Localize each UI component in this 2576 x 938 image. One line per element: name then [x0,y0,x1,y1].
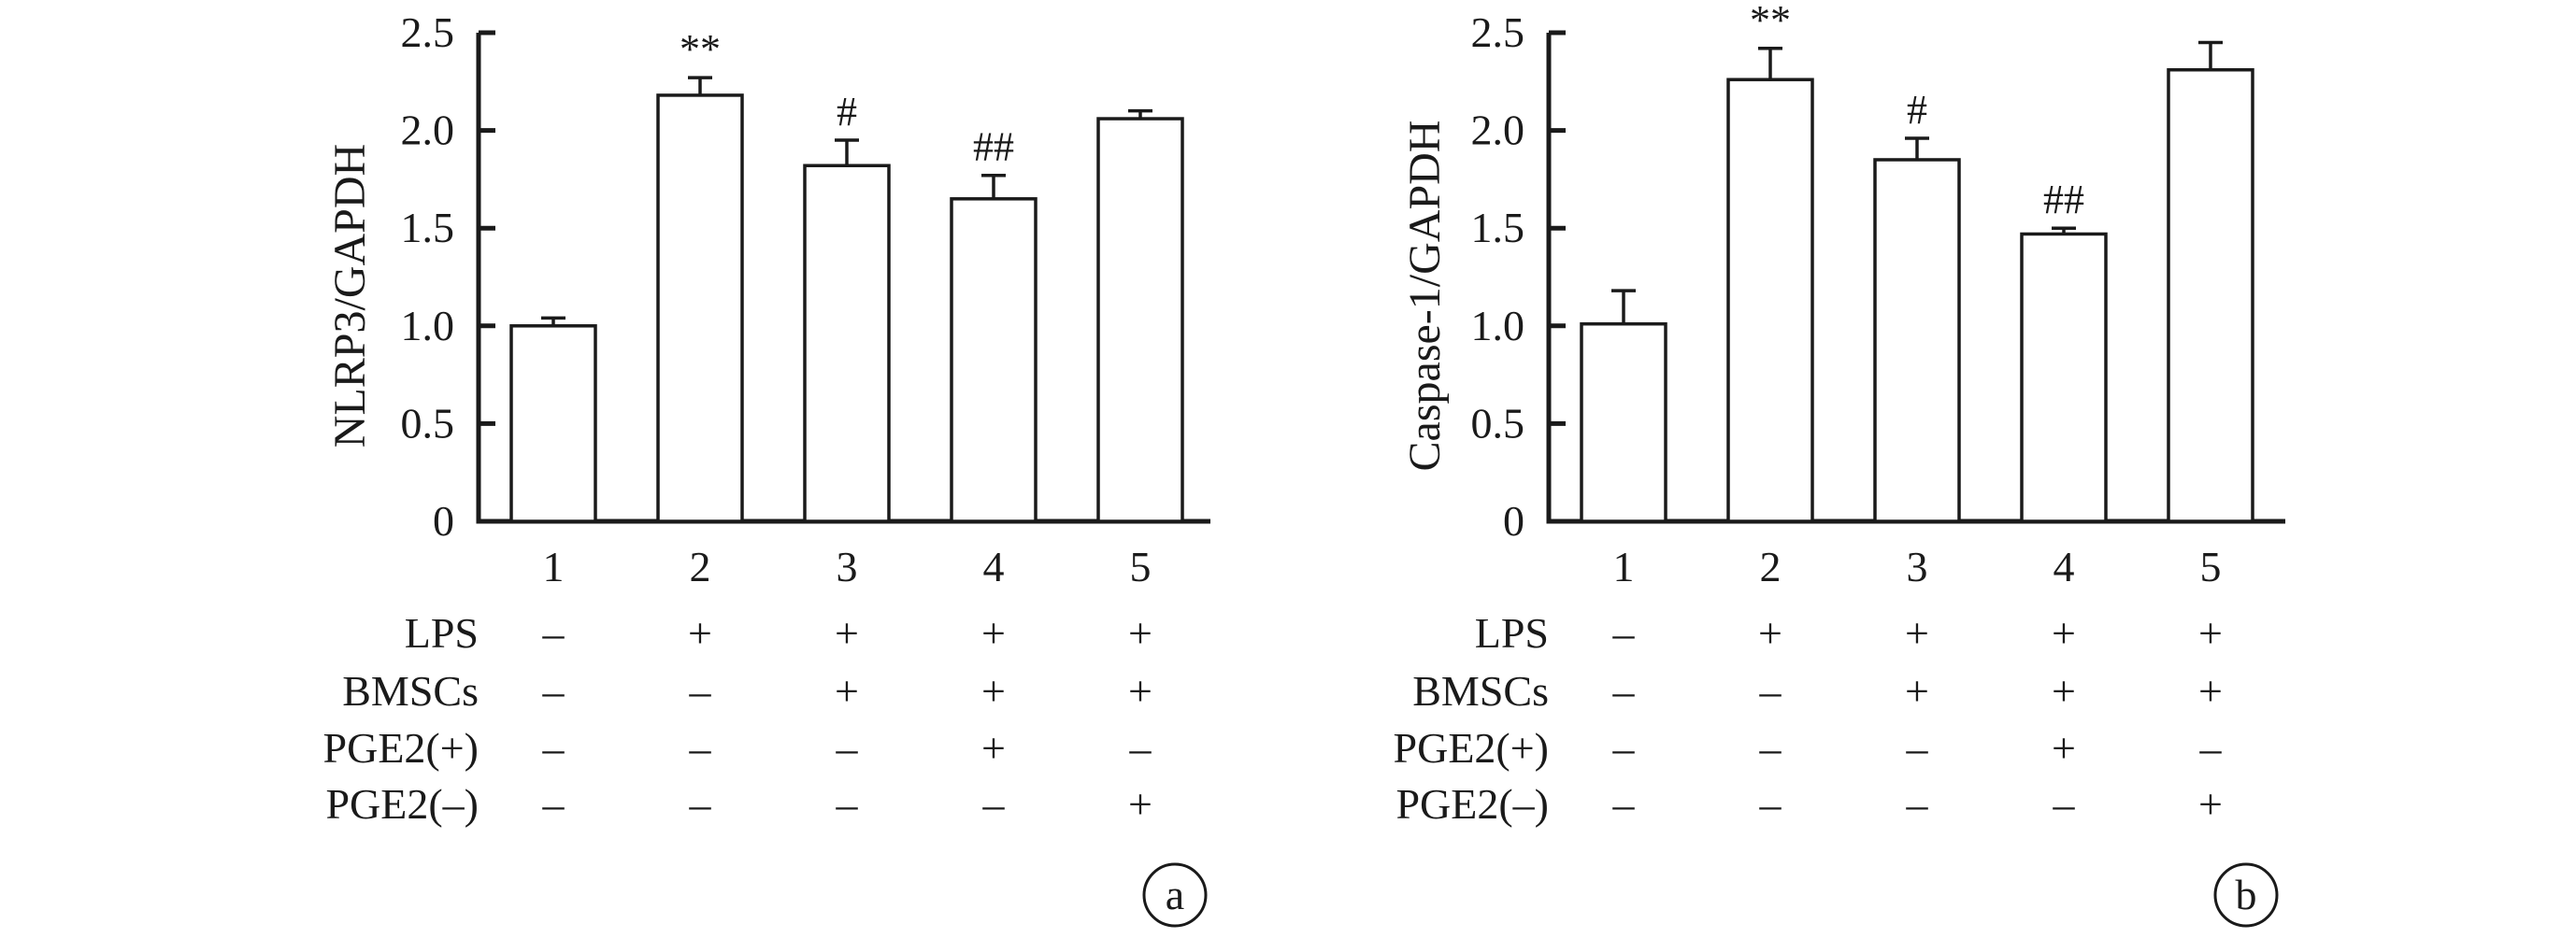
condition-label: LPS [405,609,479,657]
condition-sign: + [981,724,1006,772]
condition-sign: – [689,780,712,828]
chart-panel-a: 0 0.5 1.0 1.5 2.0 2.5 NLRP3/GAPDH 1 ** 2 #3 ## 4 5 LPS… [323,8,1210,928]
y-tick-label: 2.0 [401,107,455,154]
bar [656,93,744,523]
significance-label: # [1907,87,1927,133]
condition-sign: – [1612,780,1636,828]
bar [2167,67,2254,523]
condition-label: PGE2(+) [1394,724,1549,772]
condition-sign: + [1905,609,1929,657]
y-tick-label: 1.5 [1471,204,1525,251]
condition-sign: + [2052,667,2076,715]
condition-sign: – [542,609,565,657]
condition-label: LPS [1475,609,1549,657]
y-tick-label: 0.5 [401,399,455,447]
significance-label: # [837,89,857,135]
bar [950,197,1038,523]
y-tick-label: 2.5 [401,8,455,56]
condition-sign: + [2052,724,2076,772]
condition-sign: + [981,667,1006,715]
condition-sign: – [542,780,565,828]
bar [2020,232,2108,523]
category-label: 3 [1907,543,1928,590]
bar [1726,78,1814,523]
category-label: 1 [1613,543,1635,590]
condition-sign: + [1128,609,1152,657]
condition-label: PGE2(+) [323,724,479,772]
panel-label: a [1166,871,1184,918]
y-tick-label: 2.5 [1471,8,1525,56]
condition-sign: – [542,724,565,772]
significance-label: ** [680,26,721,72]
significance-label: ** [1750,0,1791,43]
condition-sign: – [1612,667,1636,715]
y-tick-label: 2.0 [1471,107,1525,154]
chart-panel-b: 0 0.5 1.0 1.5 2.0 2.5 Caspase-1/GAPDH 1 ** 2 #3 ## 4… [1394,0,2285,928]
bar [803,163,891,523]
condition-label: BMSCs [1412,667,1549,715]
category-label: 4 [2054,543,2075,590]
condition-sign: + [2198,667,2223,715]
y-tick-label: 0 [1503,497,1524,545]
condition-label: PGE2(–) [1395,780,1549,828]
condition-sign: – [2199,724,2223,772]
condition-label: BMSCs [342,667,479,715]
condition-sign: – [836,724,859,772]
condition-sign: + [2052,609,2076,657]
condition-sign: + [835,667,859,715]
category-label: 4 [983,543,1005,590]
y-tick-label: 0.5 [1471,399,1525,447]
y-tick-label: 1.0 [401,302,455,349]
bar [509,324,597,523]
condition-sign: – [689,724,712,772]
condition-label: PGE2(–) [325,780,479,828]
condition-sign: – [1759,724,1782,772]
condition-sign: – [1759,667,1782,715]
category-label: 3 [837,543,858,590]
condition-sign: – [542,667,565,715]
category-label: 5 [2200,543,2222,590]
condition-sign: + [1128,780,1152,828]
condition-sign: + [688,609,712,657]
condition-sign: – [836,780,859,828]
condition-sign: – [1906,724,1929,772]
condition-sign: + [1758,609,1782,657]
category-label: 1 [543,543,565,590]
y-tick-label: 1.5 [401,204,455,251]
y-axis-label: Caspase-1/GAPDH [1400,121,1450,472]
condition-sign: + [2198,609,2223,657]
condition-sign: – [1906,780,1929,828]
condition-sign: – [1612,724,1636,772]
category-label: 2 [690,543,711,590]
panel-label-circle [1142,862,1208,928]
condition-sign: + [2198,780,2223,828]
category-label: 5 [1130,543,1152,590]
condition-sign: – [689,667,712,715]
condition-sign: – [2053,780,2076,828]
y-tick-label: 1.0 [1471,302,1525,349]
bar [1873,158,1961,523]
condition-sign: – [1612,609,1636,657]
panel-label: b [2236,871,2257,918]
condition-sign: + [1905,667,1929,715]
condition-sign: – [1759,780,1782,828]
y-axis-label: NLRP3/GAPDH [325,144,375,448]
significance-label: ## [973,124,1014,170]
condition-sign: + [981,609,1006,657]
bar [1580,321,1667,523]
significance-label: ## [2043,177,2084,222]
condition-sign: + [835,609,859,657]
y-tick-label: 0 [433,497,454,545]
category-label: 2 [1760,543,1782,590]
condition-sign: – [1129,724,1152,772]
bar [1096,117,1184,523]
panel-label-circle [2213,862,2279,928]
condition-sign: + [1128,667,1152,715]
condition-sign: – [982,780,1006,828]
